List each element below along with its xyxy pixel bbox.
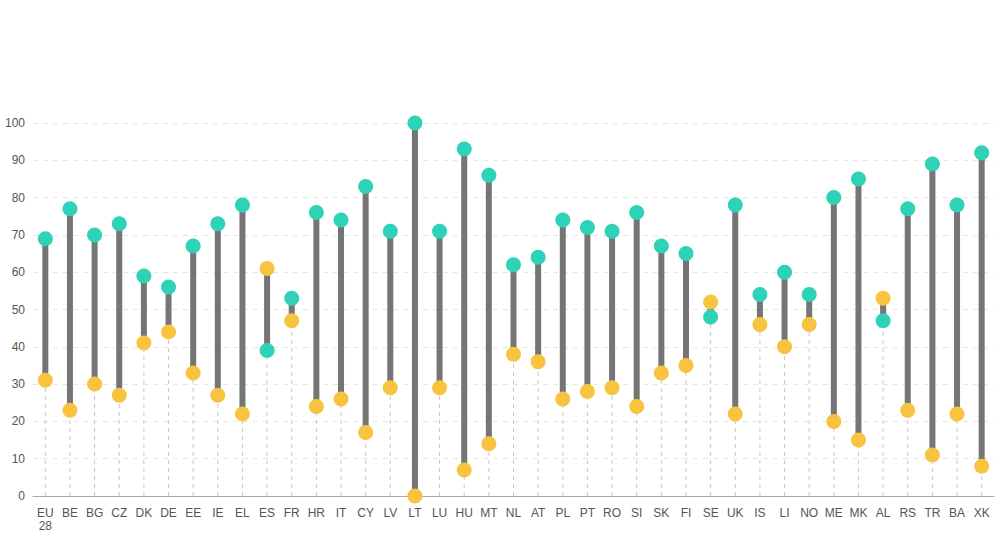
svg-text:XK: XK: [974, 506, 990, 520]
svg-text:LV: LV: [383, 506, 397, 520]
svg-text:SI: SI: [631, 506, 642, 520]
svg-text:CZ: CZ: [111, 506, 127, 520]
svg-text:IT: IT: [336, 506, 347, 520]
svg-text:HU: HU: [456, 506, 473, 520]
svg-text:80: 80: [12, 191, 26, 205]
svg-text:IE: IE: [212, 506, 223, 520]
svg-text:PT: PT: [580, 506, 596, 520]
svg-text:30: 30: [12, 377, 26, 391]
svg-text:EE: EE: [185, 506, 201, 520]
svg-text:50: 50: [12, 303, 26, 317]
svg-text:40: 40: [12, 340, 26, 354]
svg-text:100: 100: [5, 116, 25, 130]
svg-text:FI: FI: [681, 506, 692, 520]
svg-text:AT: AT: [531, 506, 546, 520]
svg-text:ES: ES: [259, 506, 275, 520]
svg-text:EL: EL: [235, 506, 250, 520]
svg-text:NO: NO: [800, 506, 818, 520]
svg-text:MK: MK: [849, 506, 867, 520]
svg-text:SK: SK: [653, 506, 669, 520]
svg-text:90: 90: [12, 153, 26, 167]
svg-text:AL: AL: [876, 506, 891, 520]
svg-text:LT: LT: [408, 506, 422, 520]
svg-text:60: 60: [12, 265, 26, 279]
svg-text:LU: LU: [432, 506, 447, 520]
svg-text:TR: TR: [924, 506, 940, 520]
svg-text:SE: SE: [703, 506, 719, 520]
svg-text:FR: FR: [284, 506, 300, 520]
svg-text:IS: IS: [754, 506, 765, 520]
svg-text:BE: BE: [62, 506, 78, 520]
svg-text:10: 10: [12, 452, 26, 466]
svg-text:20: 20: [12, 414, 26, 428]
svg-text:BG: BG: [86, 506, 103, 520]
svg-text:EU: EU: [37, 506, 54, 520]
svg-text:0: 0: [18, 489, 25, 503]
svg-text:HR: HR: [308, 506, 326, 520]
svg-text:RO: RO: [603, 506, 621, 520]
svg-text:PL: PL: [555, 506, 570, 520]
svg-text:CY: CY: [357, 506, 374, 520]
svg-text:LI: LI: [780, 506, 790, 520]
svg-text:RS: RS: [899, 506, 916, 520]
svg-text:NL: NL: [506, 506, 522, 520]
svg-text:BA: BA: [949, 506, 965, 520]
svg-text:MT: MT: [480, 506, 498, 520]
svg-text:DE: DE: [160, 506, 177, 520]
svg-text:DK: DK: [136, 506, 153, 520]
svg-text:UK: UK: [727, 506, 744, 520]
svg-text:ME: ME: [825, 506, 843, 520]
svg-text:28: 28: [39, 519, 53, 533]
svg-text:70: 70: [12, 228, 26, 242]
